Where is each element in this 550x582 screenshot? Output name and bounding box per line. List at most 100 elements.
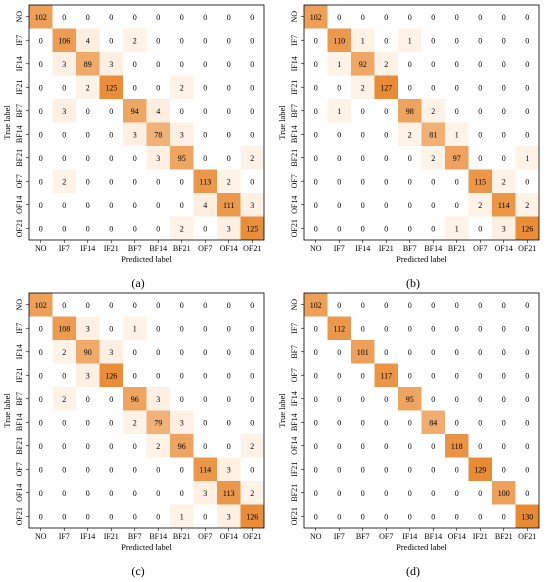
matrix-cell: [468, 28, 492, 52]
cell-value-label: 0: [384, 324, 388, 333]
matrix-cell: [52, 169, 76, 193]
cell-value-label: 125: [246, 224, 258, 233]
matrix-cell: [123, 193, 147, 217]
y-axis-label: True label: [2, 105, 12, 140]
matrix-cell: [351, 387, 375, 411]
confusion-matrix-panel: 102 0 0 0 0 0 0 0 0 0 0 112 0 0 0 0 0 0 0 0 0 0 101 0 0 0 0 0 0 0 0 0 0 1…: [277, 292, 540, 552]
cell-value-label: 0: [156, 465, 160, 474]
matrix-cell: [398, 99, 422, 123]
x-tick-label: IF21: [473, 532, 488, 541]
y-tick-label: NO: [15, 11, 24, 23]
cell-value-label: 0: [180, 13, 184, 22]
cell-value-label: 2: [133, 36, 137, 45]
cell-value-label: 114: [199, 465, 211, 474]
cell-value-label: 0: [133, 489, 137, 498]
matrix-cell: [240, 504, 264, 528]
cell-value-label: 0: [502, 371, 506, 380]
matrix-cell: [492, 387, 516, 411]
cell-value-label: 97: [453, 154, 461, 163]
y-tick-label: IF21: [15, 80, 24, 95]
cell-value-label: 0: [478, 13, 482, 22]
cell-value-label: 0: [86, 13, 90, 22]
cell-value-label: 0: [337, 201, 341, 210]
matrix-cell: [515, 434, 539, 458]
x-tick-label: OF21: [518, 532, 536, 541]
cell-value-label: 0: [86, 154, 90, 163]
cell-value-label: 4: [156, 107, 160, 116]
cell-value-label: 0: [478, 107, 482, 116]
cell-value-label: 0: [86, 301, 90, 310]
y-tick-label: IF14: [15, 56, 24, 71]
cell-value-label: 0: [525, 324, 529, 333]
x-tick-label: BF21: [495, 532, 513, 541]
matrix-cell: [327, 457, 351, 481]
plot-frame: [28, 292, 265, 529]
y-axis-label: True label: [2, 393, 12, 428]
matrix-cell: [374, 293, 398, 317]
cell-value-label: 0: [337, 395, 341, 404]
cell-value-label: 0: [478, 348, 482, 357]
cell-value-label: 1: [525, 154, 529, 163]
matrix-cell: [52, 316, 76, 340]
matrix-cell: [52, 481, 76, 505]
cell-value-label: 3: [203, 489, 207, 498]
matrix-cell: [515, 293, 539, 317]
matrix-cell: [123, 146, 147, 170]
matrix-cell: [445, 28, 469, 52]
matrix-cell: [421, 387, 445, 411]
cell-value-label: 3: [62, 60, 66, 69]
matrix-cell: [99, 293, 123, 317]
cell-value-label: 0: [156, 348, 160, 357]
matrix-cell: [99, 481, 123, 505]
cell-value-label: 0: [203, 371, 207, 380]
matrix-cell: [99, 434, 123, 458]
matrix-cell: [374, 481, 398, 505]
matrix-cell: [468, 169, 492, 193]
matrix-cell: [170, 410, 194, 434]
matrix-cell: [468, 457, 492, 481]
cell-value-label: 3: [227, 512, 231, 521]
matrix-cell: [52, 5, 76, 29]
matrix-cell: [193, 169, 217, 193]
matrix-cell: [170, 481, 194, 505]
y-axis-label: True label: [277, 393, 287, 428]
cell-value-label: 0: [478, 489, 482, 498]
cell-value-label: 0: [86, 489, 90, 498]
matrix-cell: [76, 316, 100, 340]
matrix-cell: [146, 293, 170, 317]
x-tick-label: OF21: [243, 532, 261, 541]
cell-value-label: 0: [337, 83, 341, 92]
matrix-cell: [492, 146, 516, 170]
matrix-cell: [468, 316, 492, 340]
matrix-cell: [398, 316, 422, 340]
matrix-cell: [52, 363, 76, 387]
matrix-cell: [351, 99, 375, 123]
cell-value-label: 130: [521, 512, 533, 521]
matrix-cell: [374, 410, 398, 434]
cell-value-label: 0: [408, 442, 412, 451]
cell-value-label: 0: [455, 324, 459, 333]
x-tick-label: OF14: [448, 532, 466, 541]
confusion-matrix-panel: 102 0 0 0 0 0 0 0 0 00 110 1 0 1 0 0 0 0 00 1 92 2 0 0 0 0 0 00 0 2 12…: [277, 4, 540, 264]
matrix-cell: [374, 340, 398, 364]
cell-value-label: 3: [180, 130, 184, 139]
cell-value-label: 0: [109, 107, 113, 116]
matrix-cell: [29, 75, 53, 99]
cell-value-label: 0: [455, 512, 459, 521]
matrix-cell: [123, 169, 147, 193]
cell-value-label: 2: [431, 154, 435, 163]
cell-value-label: 2: [431, 107, 435, 116]
cell-value-label: 0: [86, 442, 90, 451]
matrix-cell: [515, 52, 539, 76]
matrix-cell: [76, 99, 100, 123]
cell-value-label: 0: [431, 371, 435, 380]
matrix-cell: [421, 75, 445, 99]
matrix-cell: [398, 457, 422, 481]
matrix-cell: [445, 340, 469, 364]
cell-value-label: 0: [502, 36, 506, 45]
matrix-cell: [351, 75, 375, 99]
cell-value-label: 0: [408, 154, 412, 163]
x-tick-label: IF21: [379, 244, 394, 253]
cell-value-label: 0: [39, 442, 43, 451]
y-tick-label: OF14: [290, 437, 299, 455]
